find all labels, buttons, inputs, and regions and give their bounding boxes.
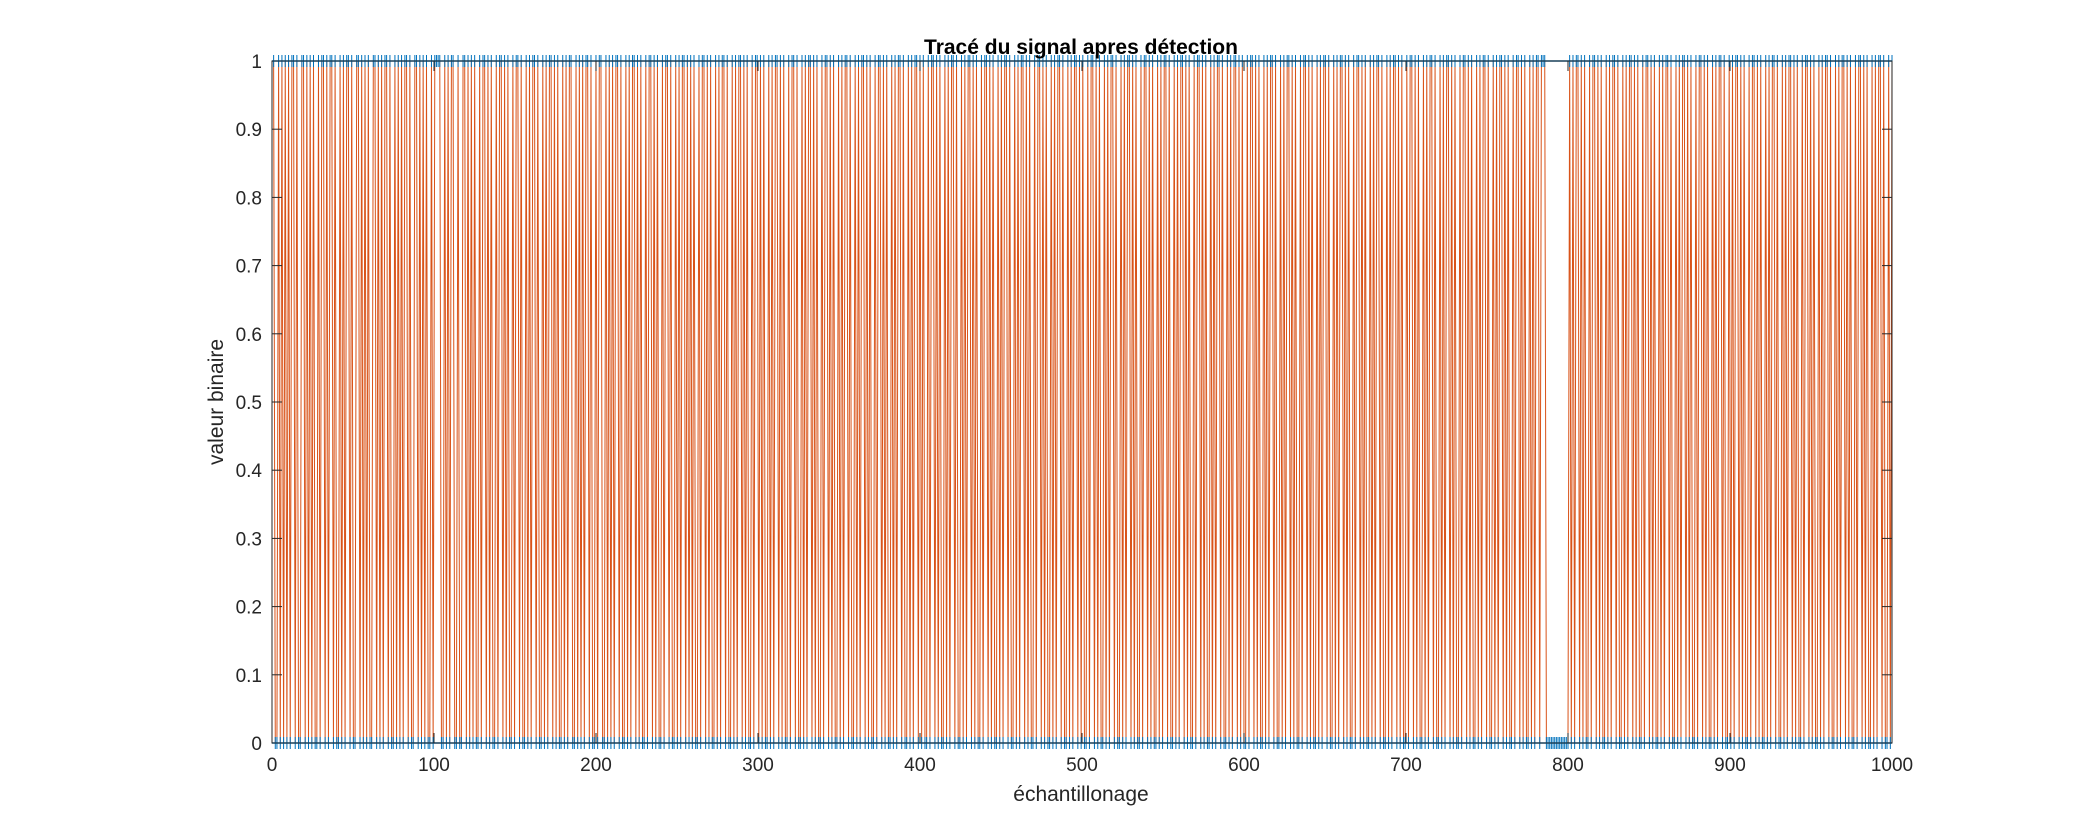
- y-tick-label: 0.7: [236, 257, 262, 278]
- x-tick-label: 600: [1228, 755, 1260, 776]
- y-tick-label: 0.6: [236, 325, 262, 346]
- x-tick-label: 800: [1552, 755, 1584, 776]
- y-tick-label: 0: [251, 734, 262, 755]
- y-tick-label: 0.1: [236, 666, 262, 687]
- y-axis-label: valeur binaire: [205, 339, 228, 465]
- y-tick-label: 1: [251, 52, 262, 73]
- x-tick-label: 0: [267, 755, 278, 776]
- chart-title: Tracé du signal apres détection: [924, 36, 1238, 59]
- x-tick-label: 500: [1066, 755, 1098, 776]
- x-axis-label: échantillonage: [1013, 783, 1148, 806]
- y-tick-label: 0.4: [236, 461, 263, 482]
- x-tick-label: 900: [1714, 755, 1746, 776]
- x-tick-label: 400: [904, 755, 936, 776]
- y-tick-label: 0.3: [236, 529, 262, 550]
- x-tick-label: 200: [580, 755, 612, 776]
- y-tick-label: 0.9: [236, 120, 262, 141]
- y-tick-label: 0.2: [236, 598, 262, 619]
- y-tick-label: 0.5: [236, 393, 262, 414]
- x-tick-label: 700: [1390, 755, 1422, 776]
- y-tick-label: 0.8: [236, 188, 262, 209]
- x-tick-label: 100: [418, 755, 450, 776]
- axis-ticks: 0 100 200 300 400 500 600 700 800 900 1000 0 0.1 0.2 0…: [236, 52, 1914, 776]
- x-tick-label: 1000: [1871, 755, 1913, 776]
- x-tick-label: 300: [742, 755, 774, 776]
